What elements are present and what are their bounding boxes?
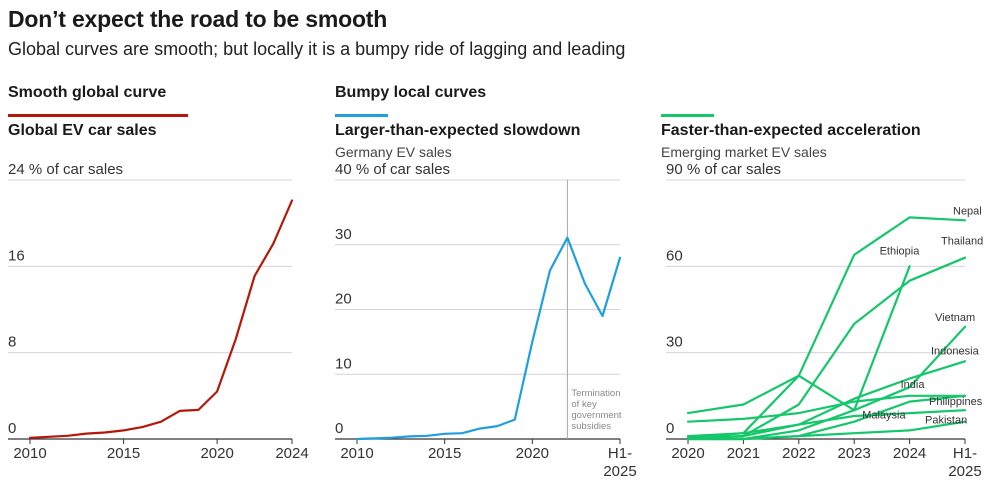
x-tick-label: H1-2025 bbox=[948, 445, 981, 480]
panel-subtitle: Emerging market EV sales bbox=[661, 144, 827, 160]
panel-title: Larger-than-expected slowdown bbox=[335, 122, 581, 139]
y-tick-label: 20 bbox=[335, 291, 352, 308]
chart-panel-3: 0 30 60 90 % of car sales 2020 2021 2022 2023 20… bbox=[666, 161, 983, 480]
annotation-text-line: government bbox=[571, 410, 622, 421]
x-tick-label: 2015 bbox=[107, 445, 140, 462]
x-tick-label: 2023 bbox=[838, 445, 871, 462]
series-line-global bbox=[28, 199, 294, 439]
series-label-pakistan: Pakistan bbox=[925, 415, 967, 427]
x-tick-label-line: 2025 bbox=[948, 463, 981, 480]
page-title: Don’t expect the road to be smooth bbox=[8, 6, 388, 32]
series-line-pakistan bbox=[686, 420, 967, 441]
x-tick-label-line: 2024 bbox=[893, 445, 926, 462]
x-tick-label: 2021 bbox=[727, 445, 760, 462]
y-tick-label: 0 bbox=[335, 420, 343, 437]
annotation-text-line: Termination bbox=[571, 388, 620, 399]
x-tick-label-line: 2015 bbox=[107, 445, 140, 462]
series-line-malaysia bbox=[686, 394, 967, 441]
x-tick-label-line: 2020 bbox=[200, 445, 233, 462]
x-tick-label: 2022 bbox=[782, 445, 815, 462]
chart-panel-1: 0 8 16 24 % of car sales 2010 2015 2020 2024 bbox=[8, 161, 309, 462]
x-tick-label-line: H1- bbox=[608, 445, 632, 462]
panel-title: Faster-than-expected acceleration bbox=[661, 122, 921, 139]
series-line-germany bbox=[355, 236, 622, 441]
panel-kind-label: Smooth global curve bbox=[8, 84, 167, 101]
page-subtitle: Global curves are smooth; but locally it… bbox=[8, 39, 626, 59]
y-tick-label: 30 bbox=[335, 226, 352, 243]
x-tick-label: 2024 bbox=[893, 445, 926, 462]
x-tick-label-line: 2020 bbox=[516, 445, 549, 462]
y-tick-label: 0 bbox=[8, 420, 16, 437]
legend-swatch-blue bbox=[335, 114, 388, 117]
panel-title: Global EV car sales bbox=[8, 122, 157, 139]
series-label-philippines: Philippines bbox=[929, 396, 983, 408]
series-label-thailand: Thailand bbox=[941, 236, 983, 248]
x-tick-label-line: H1- bbox=[953, 445, 977, 462]
annotation-text-line: of key bbox=[571, 399, 597, 410]
series-label-malaysia: Malaysia bbox=[862, 410, 906, 422]
x-tick-label: 2010 bbox=[340, 445, 373, 462]
series-label-ethiopia: Ethiopia bbox=[880, 245, 921, 257]
y-tick-label: 90 % of car sales bbox=[666, 161, 781, 178]
series-label-india: India bbox=[901, 379, 926, 391]
panel-subtitle: Germany EV sales bbox=[335, 144, 452, 160]
series-line-philippines bbox=[686, 409, 967, 439]
x-tick-label: 2024 bbox=[275, 445, 308, 462]
x-tick-label: 2015 bbox=[428, 445, 461, 462]
series-line-nepal bbox=[686, 216, 967, 438]
x-tick-label-line: 2025 bbox=[603, 463, 636, 480]
x-tick-label-line: 2021 bbox=[727, 445, 760, 462]
x-tick-label: 2020 bbox=[516, 445, 549, 462]
y-tick-label: 10 bbox=[335, 355, 352, 372]
series-line-india bbox=[686, 394, 967, 423]
series-line-ethiopia bbox=[686, 265, 911, 415]
annotation-text: Termination of key government subsidies bbox=[571, 388, 622, 432]
chart-panel-2: 0 10 20 30 40 % of car sales 2010 2015 2020 H1-2… bbox=[335, 161, 637, 480]
annotation-text-line: subsidies bbox=[571, 421, 611, 432]
x-tick-label: 2020 bbox=[671, 445, 704, 462]
x-tick-label: H1-2025 bbox=[603, 445, 636, 480]
series-label-indonesia: Indonesia bbox=[931, 345, 980, 357]
legend-swatch-green bbox=[661, 114, 714, 117]
series-label-vietnam: Vietnam bbox=[935, 312, 975, 324]
y-tick-label: 60 bbox=[666, 247, 683, 264]
y-tick-label: 40 % of car sales bbox=[335, 161, 450, 178]
x-tick-label: 2010 bbox=[13, 445, 46, 462]
x-tick-label-line: 2024 bbox=[275, 445, 308, 462]
legend-swatch-red bbox=[8, 114, 188, 117]
y-tick-label: 16 bbox=[8, 247, 25, 264]
x-tick-label-line: 2010 bbox=[13, 445, 46, 462]
series-line-indonesia bbox=[686, 360, 967, 441]
y-tick-label: 30 bbox=[666, 334, 683, 351]
x-tick-label: 2020 bbox=[200, 445, 233, 462]
x-tick-label-line: 2020 bbox=[671, 445, 704, 462]
series-label-nepal: Nepal bbox=[953, 205, 982, 217]
x-tick-label-line: 2015 bbox=[428, 445, 461, 462]
x-tick-label-line: 2022 bbox=[782, 445, 815, 462]
x-tick-label-line: 2010 bbox=[340, 445, 373, 462]
x-tick-label-line: 2023 bbox=[838, 445, 871, 462]
y-tick-label: 0 bbox=[666, 420, 674, 437]
panel-kind-label: Bumpy local curves bbox=[335, 84, 487, 101]
y-tick-label: 8 bbox=[8, 334, 16, 351]
y-tick-label: 24 % of car sales bbox=[8, 161, 123, 178]
